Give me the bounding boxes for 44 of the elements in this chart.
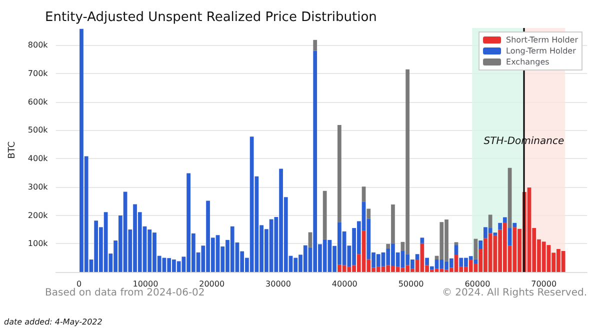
y-tick-label: 400k xyxy=(28,154,48,164)
bar xyxy=(502,217,507,223)
bar xyxy=(508,228,512,246)
text: Based on data from 2024-06-02 xyxy=(45,288,205,298)
x-tick-label: 10000 xyxy=(132,280,158,288)
legend-label: Short-Term Holder xyxy=(506,36,579,44)
y-tick-label: 100k xyxy=(28,239,48,248)
bar xyxy=(454,245,458,255)
bar xyxy=(488,214,492,228)
bar xyxy=(454,242,458,246)
y-tick-label: 600k xyxy=(28,97,48,106)
bar xyxy=(322,190,327,240)
bar xyxy=(308,232,312,248)
bar xyxy=(313,40,318,51)
x-tick-label: 20000 xyxy=(199,280,225,288)
bar xyxy=(386,244,390,248)
bar xyxy=(338,125,342,222)
bar xyxy=(498,222,502,230)
y-axis-title: BTC xyxy=(8,141,18,159)
legend-label: Exchanges xyxy=(506,58,550,66)
x-tick-label: 70000 xyxy=(531,280,557,288)
y-tick-label: 300k xyxy=(28,182,48,192)
bar xyxy=(366,208,371,219)
text: date added: 4-May-2022 xyxy=(4,318,102,326)
x-tick-label: 0 xyxy=(76,280,82,288)
y-tick-label: 700k xyxy=(28,68,48,78)
y-tick-label: 500k xyxy=(28,126,48,135)
bar xyxy=(478,240,483,250)
x-tick-label: 40000 xyxy=(332,280,358,288)
bar xyxy=(508,168,512,228)
y-tick-label: 200k xyxy=(28,210,48,220)
bar xyxy=(425,258,429,266)
bar xyxy=(415,254,420,260)
x-tick-label: 60000 xyxy=(464,280,490,288)
bar xyxy=(512,222,517,228)
chart-title: Entity-Adjusted Unspent Realized Price Distribution xyxy=(45,10,377,25)
bar xyxy=(420,238,424,244)
y-tick-label: 800k xyxy=(28,40,48,50)
x-tick-label: 50000 xyxy=(398,280,424,288)
bar xyxy=(391,204,395,244)
bar xyxy=(362,186,366,202)
text: © 2024. All Rights Reserved. xyxy=(442,288,588,298)
x-tick-label: 30000 xyxy=(266,280,291,288)
legend-label: Long-Term Holder xyxy=(506,46,577,56)
